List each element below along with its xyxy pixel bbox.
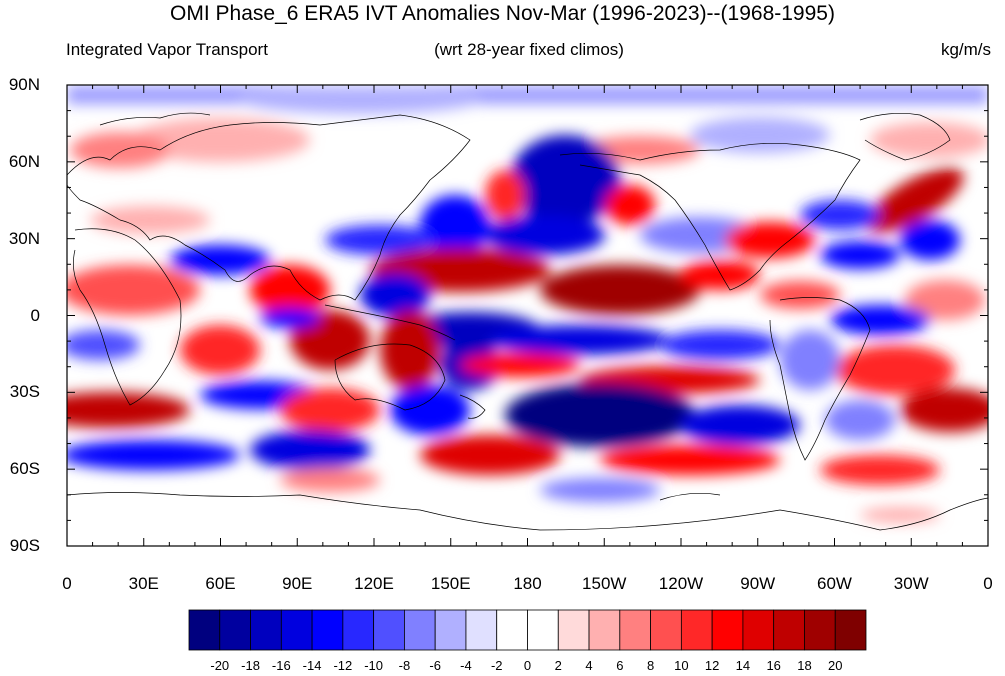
lon-label: 60E bbox=[205, 574, 236, 593]
colorbar-label: 12 bbox=[704, 658, 720, 673]
colorbar-box bbox=[588, 609, 621, 651]
plot-title: OMI Phase_6 ERA5 IVT Anomalies Nov-Mar (… bbox=[170, 2, 835, 25]
colorbar-label: 4 bbox=[585, 658, 593, 673]
units-string: kg/m/s bbox=[940, 40, 991, 59]
lon-label: 30W bbox=[893, 574, 929, 593]
colorbar-box bbox=[434, 609, 467, 651]
lon-label: 60W bbox=[817, 574, 852, 593]
coastlines bbox=[67, 112, 988, 531]
colorbar-box bbox=[773, 609, 805, 651]
colorbar-box bbox=[557, 609, 590, 651]
colorbar-label: 2 bbox=[554, 658, 562, 673]
lon-label: 150W bbox=[582, 574, 627, 593]
lat-label: 30N bbox=[8, 228, 40, 248]
lat-label: 60S bbox=[9, 459, 40, 479]
colorbar bbox=[188, 609, 867, 651]
lat-label: 90N bbox=[8, 75, 40, 94]
colorbar-label: 8 bbox=[646, 658, 655, 673]
lat-label: 30S bbox=[9, 382, 40, 402]
colorbar-box bbox=[188, 609, 221, 651]
left-string: Integrated Vapor Transport bbox=[66, 40, 268, 59]
colorbar-label: -20 bbox=[210, 658, 230, 673]
center-string: (wrt 28-year fixed climos) bbox=[434, 40, 624, 59]
axis-ticks bbox=[66, 84, 989, 547]
lon-label: 90E bbox=[282, 574, 313, 593]
lat-label: 0 bbox=[30, 305, 40, 325]
lon-label: 30E bbox=[128, 574, 159, 593]
lon-label: 150E bbox=[430, 574, 471, 593]
colorbar-label: 6 bbox=[616, 658, 624, 673]
lon-label: 0 bbox=[62, 574, 72, 593]
colorbar-box bbox=[804, 609, 836, 651]
colorbar-box bbox=[219, 609, 251, 651]
colorbar-label: -6 bbox=[429, 658, 441, 673]
colorbar-box bbox=[680, 609, 713, 651]
colorbar-label: 10 bbox=[674, 658, 689, 673]
colorbar-box bbox=[711, 609, 744, 651]
lon-label: 120W bbox=[658, 574, 704, 593]
colorbar-label: -8 bbox=[398, 658, 411, 673]
colorbar-label: -4 bbox=[460, 658, 472, 673]
colorbar-box bbox=[619, 609, 651, 651]
colorbar-label: -10 bbox=[364, 658, 384, 673]
lat-label: 90S bbox=[9, 536, 40, 555]
lon-label: 180 bbox=[513, 574, 542, 593]
colorbar-box bbox=[250, 609, 282, 651]
colorbar-box bbox=[342, 609, 375, 651]
colorbar-label: -2 bbox=[490, 658, 503, 673]
colorbar-label: -12 bbox=[333, 658, 353, 673]
colorbar-box bbox=[311, 609, 344, 651]
lon-label: 90W bbox=[740, 574, 776, 593]
colorbar-box bbox=[527, 609, 559, 651]
colorbar-box bbox=[373, 609, 405, 651]
colorbar-box bbox=[742, 609, 775, 651]
colorbar-label: -18 bbox=[241, 658, 260, 673]
colorbar-label: 14 bbox=[735, 658, 751, 673]
colorbar-box bbox=[834, 609, 867, 651]
colorbar-label: 20 bbox=[827, 658, 843, 673]
colorbar-label: 18 bbox=[797, 658, 812, 673]
colorbar-label: -14 bbox=[302, 658, 322, 673]
colorbar-label: 16 bbox=[766, 658, 781, 673]
colorbar-box bbox=[280, 609, 313, 651]
colorbar-label: -16 bbox=[271, 658, 291, 673]
lon-label: 120E bbox=[354, 574, 394, 593]
lat-label: 60N bbox=[8, 151, 40, 171]
colorbar-box bbox=[496, 609, 528, 651]
colorbar-box bbox=[465, 609, 498, 651]
colorbar-box bbox=[404, 609, 436, 651]
lon-label: 0 bbox=[983, 574, 993, 593]
colorbar-box bbox=[650, 609, 682, 651]
colorbar-label: 0 bbox=[523, 658, 532, 673]
anomaly-field bbox=[67, 85, 988, 546]
